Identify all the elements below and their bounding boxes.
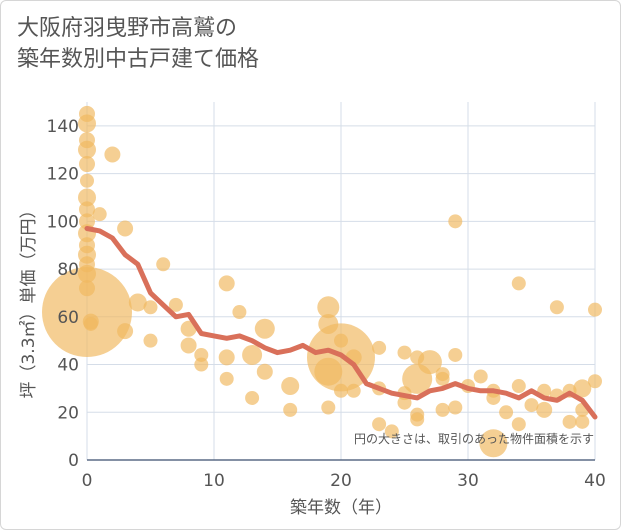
x-tick-4: 40	[584, 471, 606, 491]
scatter-point-40	[283, 402, 298, 417]
scatter-point-33	[219, 371, 234, 386]
x-tick-1: 10	[203, 471, 225, 491]
y-tick-1: 20	[57, 403, 79, 423]
scatter-point-44	[321, 400, 336, 415]
size-note: 円の大きさは、取引のあった物件面積を示す	[354, 431, 594, 446]
scatter-point-0	[42, 267, 132, 358]
scatter-point-20	[117, 220, 134, 237]
scatter-point-4	[78, 140, 96, 159]
scatter-point-38	[256, 363, 273, 380]
scatter-point-64	[435, 402, 450, 417]
scatter-point-74	[511, 276, 526, 291]
scatter-point-60	[410, 412, 425, 427]
scatter-point-70	[479, 429, 508, 458]
x-tick-3: 30	[457, 471, 479, 491]
trend-line	[84, 226, 598, 420]
scatter-point-35	[242, 344, 263, 365]
scatter-point-83	[562, 414, 577, 429]
chart-title-line-1: 大阪府羽曳野市高鷲の	[17, 16, 238, 41]
y-tick-labels: 0 20 40 60 80 100 120 140	[47, 117, 79, 471]
scatter-point-65	[448, 214, 463, 229]
scatter-point-22	[128, 293, 147, 312]
scatter-point-18	[92, 207, 107, 222]
scatter-point-37	[254, 318, 275, 339]
scatter-point-15	[79, 280, 95, 297]
y-tick-2: 40	[57, 356, 79, 376]
scatter-point-28	[180, 337, 197, 354]
scatter-point-39	[281, 377, 300, 396]
scatter-point-34	[232, 305, 247, 320]
x-tick-labels: 0 10 20 30 40	[82, 471, 606, 491]
scatter-point-72	[486, 390, 501, 405]
scatter-point-73	[499, 405, 514, 420]
scatter-point-31	[218, 275, 235, 292]
y-axis-label: 坪（3.3㎡）単価（万円）	[19, 201, 39, 398]
scatter-point-63	[435, 371, 450, 386]
scatter-point-76	[511, 417, 526, 432]
scatter-point-69	[473, 369, 488, 384]
scatter-points	[42, 105, 602, 458]
scatter-point-79	[536, 401, 553, 418]
scatter-point-50	[372, 340, 387, 355]
scatter-point-23	[143, 300, 158, 315]
scatter-point-52	[372, 417, 387, 432]
scatter-point-84	[573, 379, 592, 398]
scatter-point-25	[156, 257, 171, 272]
scatter-point-41	[317, 296, 340, 319]
scatter-point-75	[511, 379, 526, 394]
scatter-point-36	[245, 390, 260, 405]
scatter-point-5	[79, 156, 95, 173]
scatter-point-54	[397, 345, 412, 360]
y-tick-4: 80	[57, 260, 79, 280]
scatter-point-47	[334, 383, 348, 398]
scatter-point-77	[524, 398, 539, 413]
scatter-point-19	[104, 146, 121, 163]
scatter-point-80	[549, 300, 564, 315]
scatter-point-24	[143, 333, 158, 348]
scatter-point-7	[78, 188, 96, 207]
scatter-point-49	[346, 383, 361, 398]
scatter-point-26	[168, 297, 183, 312]
scatter-point-56	[397, 395, 412, 410]
chart-title: 大阪府羽曳野市高鷲の 築年数別中古戸建て価格	[17, 13, 259, 75]
y-tick-5: 100	[47, 212, 79, 232]
x-axis-label: 築年数（年）	[290, 498, 392, 518]
scatter-point-2	[78, 114, 96, 133]
scatter-point-32	[218, 349, 235, 366]
scatter-point-8	[79, 201, 95, 218]
chart-title-line-2: 築年数別中古戸建て価格	[17, 47, 260, 72]
y-tick-0: 0	[68, 451, 79, 471]
scatter-point-30	[194, 357, 209, 372]
y-tick-3: 60	[57, 308, 79, 328]
scatter-point-14	[78, 264, 96, 283]
x-tick-2: 20	[330, 471, 352, 491]
scatter-point-6	[80, 173, 94, 188]
scatter-point-17	[83, 316, 98, 331]
x-tick-0: 0	[82, 471, 93, 491]
scatter-point-88	[588, 374, 602, 389]
scatter-point-67	[448, 400, 463, 415]
scatter-point-61	[417, 350, 442, 375]
y-tick-7: 140	[47, 117, 79, 137]
scatter-point-86	[575, 414, 590, 429]
scatter-point-66	[448, 347, 463, 362]
scatter-point-53	[384, 424, 399, 439]
scatter-point-87	[588, 302, 602, 317]
scatter-point-21	[117, 323, 134, 340]
y-tick-6: 120	[47, 165, 79, 185]
